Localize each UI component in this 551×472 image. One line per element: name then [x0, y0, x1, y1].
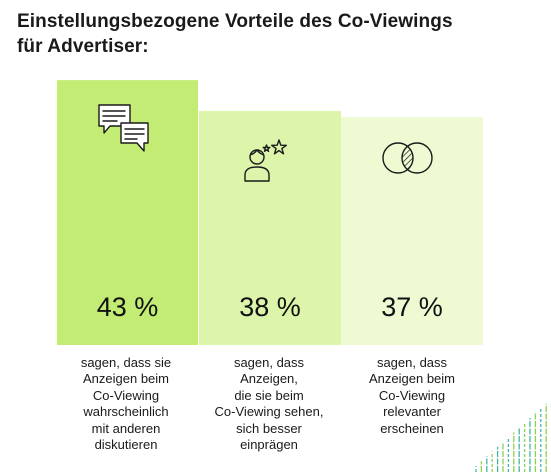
description-2-line-4: Co-Viewing sehen,: [214, 404, 324, 420]
decorative-line-graphic: [475, 403, 547, 472]
description-2-line-1: sagen, dass: [233, 355, 305, 370]
description-1-line-3: Co-Viewing: [92, 387, 160, 403]
description-3-line-4: relevanter: [383, 404, 441, 420]
description-1-line-4: wahrscheinlich: [83, 404, 169, 420]
description-1-line-6: diskutieren: [94, 437, 158, 453]
description-1-line-5: mit anderen: [91, 420, 161, 436]
description-3-line-3: Co-Viewing: [378, 387, 446, 403]
speech-bubbles-icon: [98, 104, 149, 152]
description-3-line-1: sagen, dass: [376, 355, 448, 370]
value-label-2: 38 %: [239, 292, 301, 322]
category-description-3: sagen, dass Anzeigen beim Co-Viewing releva…: [337, 355, 487, 437]
description-3-line-5: erscheinen: [380, 420, 444, 436]
title-line-2: für Advertiser:: [17, 36, 149, 57]
bar-chart: 43 % 38 % 37 %: [57, 80, 483, 345]
description-1-line-1: sagen, dass sie: [80, 355, 172, 370]
value-labels-group: 43 % 38 % 37 %: [97, 292, 443, 322]
bar-2: [199, 110, 341, 345]
person-stars-icon: [244, 139, 287, 182]
category-description-2: sagen, dass Anzeigen, die sie beim Co-Viewi…: [194, 355, 344, 453]
title-line-1: Einstellungsbezogene Vorteile des Co-Vie…: [17, 11, 453, 32]
description-2-line-3: die sie beim: [234, 387, 304, 403]
description-2-line-2: Anzeigen,: [240, 371, 298, 387]
value-label-3: 37 %: [381, 292, 443, 322]
description-1-line-2: Anzeigen beim: [83, 371, 169, 387]
icons-group: [98, 104, 433, 182]
description-3-line-2: Anzeigen beim: [369, 371, 455, 387]
chart-title: Einstellungsbezogene Vorteile des Co-Vie…: [17, 9, 537, 59]
overlapping-circles-icon: [382, 142, 433, 174]
category-description-1: sagen, dass sie Anzeigen beim Co-Viewing wa…: [51, 355, 201, 453]
description-2-line-6: einprägen: [240, 437, 298, 453]
description-2-line-5: sich besser: [236, 420, 302, 436]
value-label-1: 43 %: [97, 292, 159, 322]
